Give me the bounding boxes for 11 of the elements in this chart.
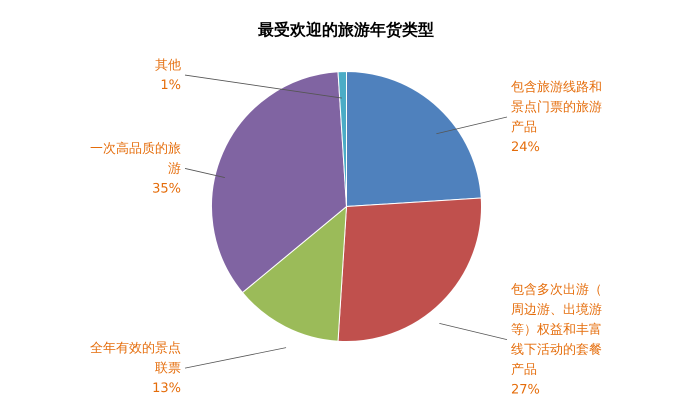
data-label: 27% — [511, 382, 540, 398]
slice-label: 其他 — [155, 58, 181, 74]
data-label: 13% — [152, 381, 181, 396]
slice-label: 包含多次出游（周边游、出境游等）权益和丰富线下活动的套餐产品 — [511, 282, 602, 378]
slice-label: 全年有效的景点联票 — [90, 341, 181, 376]
data-label: 24% — [511, 140, 540, 156]
chart-title: 最受欢迎的旅游年货类型 — [257, 20, 434, 39]
data-label: 35% — [152, 181, 181, 196]
slice-label: 包含旅游线路和景点门票的旅游产品 — [511, 80, 602, 136]
slice-label: 一次高品质的旅游 — [90, 140, 181, 176]
data-label: 1% — [160, 78, 181, 94]
